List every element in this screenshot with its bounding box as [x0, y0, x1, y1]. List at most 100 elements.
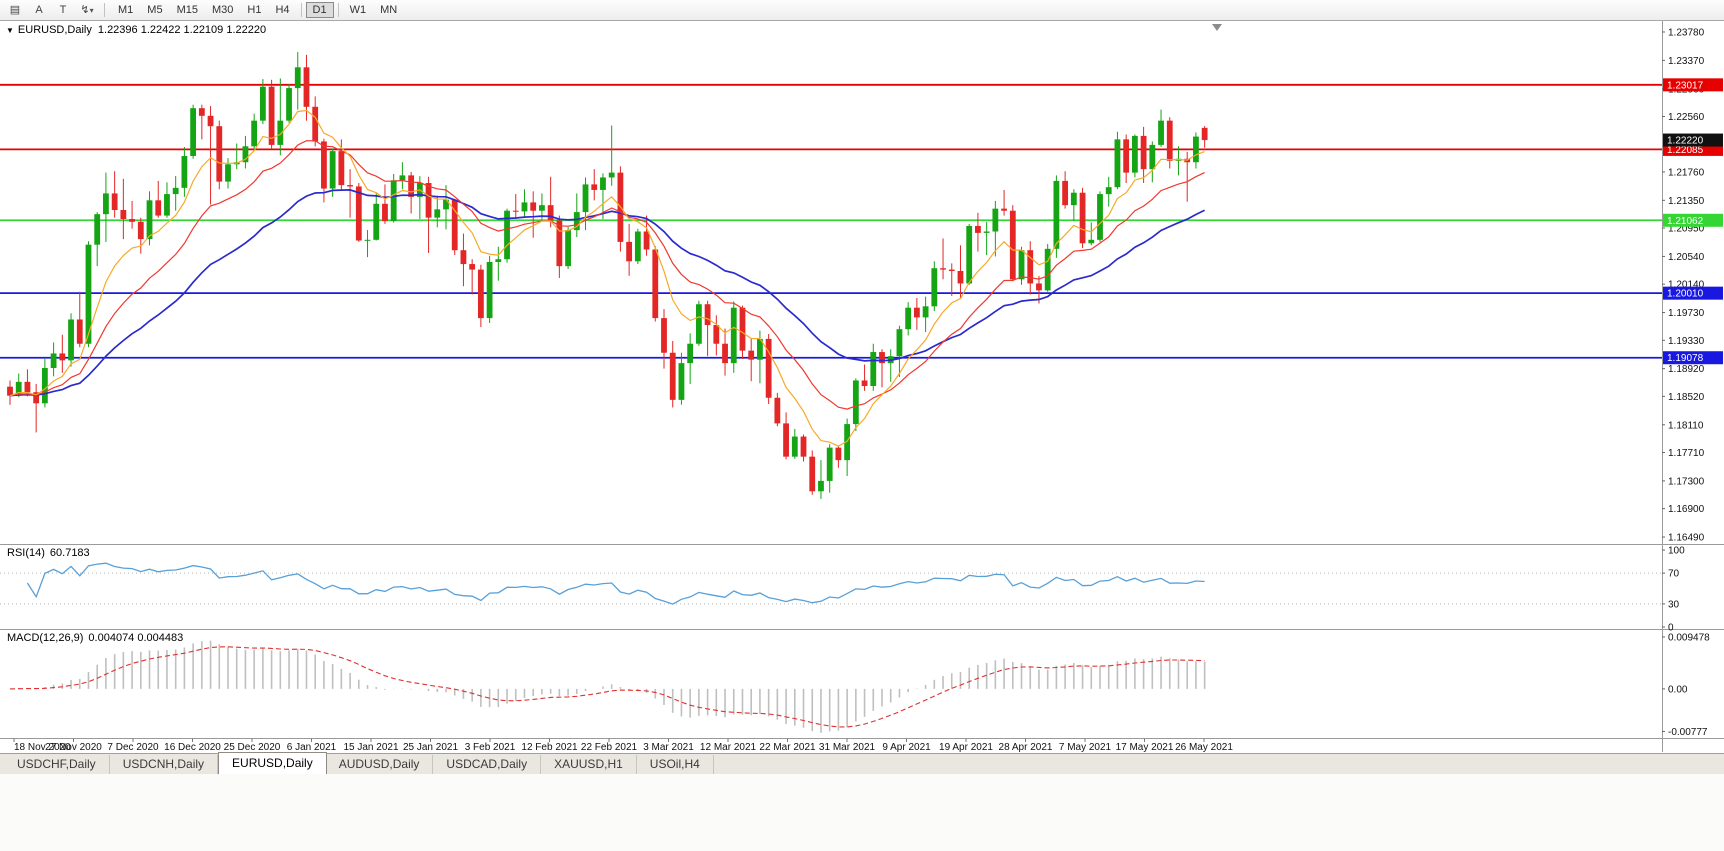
macd-axis-label: 0.00 [1668, 684, 1688, 695]
price-axis-label: 1.23370 [1668, 56, 1705, 67]
rsi-axis-label: 0 [1668, 623, 1674, 634]
candles-layer [7, 52, 1208, 499]
chart-tab-audusd-daily[interactable]: AUDUSD,Daily [326, 755, 434, 774]
date-axis-label: 27 Nov 2020 [45, 742, 102, 753]
date-axis-label: 3 Feb 2021 [465, 742, 516, 753]
ma-mid-line [9, 140, 1205, 410]
line-tools-icon[interactable]: ↯▾ [76, 2, 98, 18]
date-axis-label: 12 Mar 2021 [700, 742, 757, 753]
date-axis-label: 25 Jan 2021 [403, 742, 458, 753]
chart-tab-eurusd-daily[interactable]: EURUSD,Daily [218, 752, 327, 774]
timeframe-button-h1[interactable]: H1 [240, 2, 268, 18]
chart-tab-bar: USDCHF,Daily USDCNH,Daily EURUSD,Daily AUDU… [0, 752, 1724, 774]
chart-tab-usdcnh-daily[interactable]: USDCNH,Daily [110, 755, 219, 774]
price-axis-label: 1.17710 [1668, 448, 1705, 459]
date-axis-label: 16 Dec 2020 [164, 742, 221, 753]
price-axis-label: 1.19730 [1668, 308, 1705, 319]
ma-fast-line [9, 109, 1205, 447]
chart-title: ▼ EURUSD,Daily 1.22396 1.22422 1.22109 1.2… [6, 24, 266, 36]
svg-text:1.20010: 1.20010 [1667, 289, 1704, 300]
date-axis-label: 22 Feb 2021 [581, 742, 638, 753]
macd-axis-label: -0.00777 [1668, 727, 1708, 738]
toolbar-separator [337, 3, 339, 17]
chart-tab-usdcad-daily[interactable]: USDCAD,Daily [433, 755, 542, 774]
timeframe-buttons: M1 M5 M15 M30 H1 H4 D1 W1 MN [111, 2, 404, 18]
svg-text:1.19078: 1.19078 [1667, 353, 1704, 364]
date-axis-labels [13, 738, 1205, 742]
date-axis-label: 7 Dec 2020 [107, 742, 159, 753]
toolbar-separator [300, 3, 302, 17]
price-axis-label: 1.16900 [1668, 504, 1705, 515]
svg-text:1.23017: 1.23017 [1667, 80, 1704, 91]
chart-grid-icon[interactable]: ▤ [4, 2, 26, 18]
toolbar-icons: ▤ A T ↯▾ [4, 2, 98, 18]
price-axis-label: 1.20950 [1668, 224, 1705, 235]
date-axis-label: 6 Jan 2021 [287, 742, 337, 753]
date-axis-label: 31 Mar 2021 [819, 742, 876, 753]
toolbar: ▤ A T ↯▾ M1 M5 M15 M30 H1 H4 D1 W1 MN [0, 0, 1724, 21]
date-axis-label: 12 Feb 2021 [521, 742, 578, 753]
chart-tab-usoil-h4[interactable]: USOil,H4 [637, 755, 714, 774]
date-axis-label: 3 Mar 2021 [643, 742, 694, 753]
macd-values: 0.004074 0.004483 [88, 632, 184, 644]
svg-text:1.21062: 1.21062 [1667, 216, 1704, 227]
ma-slow-line [9, 189, 1205, 397]
one-click-trading-toggle[interactable]: ▼ [6, 26, 14, 35]
price-axis-label: 1.17300 [1668, 476, 1705, 487]
svg-text:1.22220: 1.22220 [1667, 136, 1704, 147]
date-axis-label: 25 Dec 2020 [224, 742, 281, 753]
chart-shift-marker-icon[interactable] [1212, 24, 1222, 31]
timeframe-button-m1[interactable]: M1 [111, 2, 140, 18]
timeframe-button-w1[interactable]: W1 [343, 2, 374, 18]
price-axis-label: 1.21350 [1668, 196, 1705, 207]
date-axis-label: 22 Mar 2021 [759, 742, 816, 753]
price-axis-label: 1.16490 [1668, 533, 1705, 544]
timeframe-button-h4[interactable]: H4 [268, 2, 296, 18]
timeframe-button-m30[interactable]: M30 [205, 2, 240, 18]
hline-price-badge [1663, 351, 1723, 365]
symbol-period-label: EURUSD,Daily [17, 24, 92, 36]
date-axis-label: 26 May 2021 [1175, 742, 1233, 753]
hline-price-badge [1663, 213, 1723, 227]
price-axis-label: 1.21760 [1668, 167, 1705, 178]
timeframe-button-m5[interactable]: M5 [140, 2, 169, 18]
horizontal-lines [0, 83, 1662, 359]
rsi-line [26, 562, 1205, 605]
price-axis-label: 1.22560 [1668, 112, 1705, 123]
price-axis-label: 1.20140 [1668, 280, 1705, 291]
date-axis-label: 18 Nov 2020 [14, 742, 71, 753]
window-bottom-area [0, 774, 1724, 851]
macd-pane-label: MACD(12,26,9) 0.004074 0.004483 [7, 632, 183, 644]
price-axis-labels [1662, 31, 1665, 538]
chart-tab-xauusd-h1[interactable]: XAUUSD,H1 [541, 755, 637, 774]
date-axis-label: 9 Apr 2021 [882, 742, 931, 753]
date-axis-label: 15 Jan 2021 [343, 742, 398, 753]
toolbar-separator [104, 3, 105, 17]
price-axis-label: 1.18920 [1668, 364, 1705, 375]
chart-tab-usdchf-daily[interactable]: USDCHF,Daily [4, 755, 110, 774]
price-axis-label: 1.18520 [1668, 392, 1705, 403]
text-tool-icon[interactable]: T [52, 2, 74, 18]
timeframe-button-m15[interactable]: M15 [170, 2, 205, 18]
rsi-axis-label: 70 [1668, 569, 1680, 580]
rsi-pane-label: RSI(14) 60.7183 [7, 547, 90, 559]
macd-histogram [17, 640, 1206, 733]
date-axis-label: 19 Apr 2021 [939, 742, 993, 753]
current-price-badge [1663, 133, 1723, 147]
timeframe-button-d1[interactable]: D1 [305, 2, 334, 18]
macd-indicator-name: MACD(12,26,9) [7, 632, 84, 644]
rsi-value: 60.7183 [49, 547, 90, 559]
svg-text:1.22085: 1.22085 [1667, 145, 1704, 156]
timeframe-button-mn[interactable]: MN [373, 2, 404, 18]
price-axis-label: 1.23780 [1668, 27, 1705, 38]
ohlc-values: 1.22396 1.22422 1.22109 1.22220 [97, 24, 267, 36]
rsi-indicator-name: RSI(14) [7, 547, 45, 559]
cursor-tool-icon[interactable]: A [28, 2, 50, 18]
price-axis-label: 1.19330 [1668, 336, 1705, 347]
date-axis-label: 17 May 2021 [1116, 742, 1174, 753]
date-axis-label: 7 May 2021 [1059, 742, 1112, 753]
hline-price-badge [1663, 78, 1723, 92]
dropdown-caret-icon: ▾ [89, 6, 94, 15]
